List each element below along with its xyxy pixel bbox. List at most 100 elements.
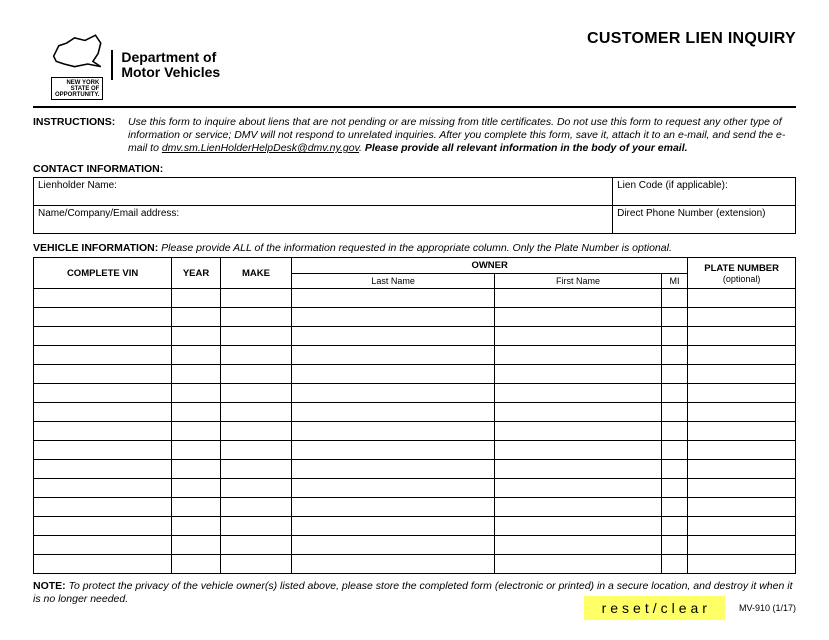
table-cell[interactable] bbox=[688, 536, 796, 555]
table-cell[interactable] bbox=[688, 460, 796, 479]
phone-cell[interactable]: Direct Phone Number (extension) bbox=[613, 206, 796, 234]
table-cell[interactable] bbox=[220, 308, 291, 327]
table-cell[interactable] bbox=[292, 365, 495, 384]
table-cell[interactable] bbox=[220, 289, 291, 308]
table-cell[interactable] bbox=[34, 555, 172, 574]
table-cell[interactable] bbox=[688, 517, 796, 536]
table-cell[interactable] bbox=[495, 289, 662, 308]
table-cell[interactable] bbox=[495, 536, 662, 555]
lienholder-name-cell[interactable]: Lienholder Name: bbox=[34, 178, 613, 206]
table-cell[interactable] bbox=[292, 308, 495, 327]
table-cell[interactable] bbox=[292, 536, 495, 555]
table-cell[interactable] bbox=[220, 346, 291, 365]
table-cell[interactable] bbox=[34, 308, 172, 327]
table-cell[interactable] bbox=[688, 384, 796, 403]
table-cell[interactable] bbox=[220, 555, 291, 574]
table-cell[interactable] bbox=[220, 422, 291, 441]
table-cell[interactable] bbox=[34, 384, 172, 403]
table-cell[interactable] bbox=[495, 498, 662, 517]
table-cell[interactable] bbox=[688, 289, 796, 308]
table-cell[interactable] bbox=[661, 422, 687, 441]
table-cell[interactable] bbox=[688, 308, 796, 327]
table-cell[interactable] bbox=[172, 384, 221, 403]
table-cell[interactable] bbox=[688, 441, 796, 460]
table-cell[interactable] bbox=[661, 346, 687, 365]
table-cell[interactable] bbox=[292, 498, 495, 517]
table-cell[interactable] bbox=[495, 384, 662, 403]
table-cell[interactable] bbox=[661, 365, 687, 384]
table-cell[interactable] bbox=[292, 346, 495, 365]
table-cell[interactable] bbox=[292, 517, 495, 536]
table-cell[interactable] bbox=[34, 289, 172, 308]
table-cell[interactable] bbox=[34, 365, 172, 384]
table-cell[interactable] bbox=[495, 403, 662, 422]
table-cell[interactable] bbox=[34, 327, 172, 346]
table-cell[interactable] bbox=[172, 365, 221, 384]
table-cell[interactable] bbox=[172, 327, 221, 346]
table-cell[interactable] bbox=[172, 289, 221, 308]
table-cell[interactable] bbox=[172, 422, 221, 441]
table-cell[interactable] bbox=[495, 308, 662, 327]
table-cell[interactable] bbox=[661, 555, 687, 574]
table-cell[interactable] bbox=[688, 498, 796, 517]
table-cell[interactable] bbox=[172, 555, 221, 574]
table-cell[interactable] bbox=[661, 479, 687, 498]
lien-code-cell[interactable]: Lien Code (if applicable): bbox=[613, 178, 796, 206]
table-cell[interactable] bbox=[220, 479, 291, 498]
table-cell[interactable] bbox=[688, 555, 796, 574]
table-cell[interactable] bbox=[34, 403, 172, 422]
table-cell[interactable] bbox=[292, 555, 495, 574]
table-cell[interactable] bbox=[34, 460, 172, 479]
table-cell[interactable] bbox=[292, 327, 495, 346]
table-cell[interactable] bbox=[34, 517, 172, 536]
table-cell[interactable] bbox=[688, 403, 796, 422]
table-cell[interactable] bbox=[688, 346, 796, 365]
table-cell[interactable] bbox=[34, 479, 172, 498]
table-cell[interactable] bbox=[292, 384, 495, 403]
table-cell[interactable] bbox=[292, 422, 495, 441]
table-cell[interactable] bbox=[495, 365, 662, 384]
table-cell[interactable] bbox=[292, 460, 495, 479]
table-cell[interactable] bbox=[172, 441, 221, 460]
table-cell[interactable] bbox=[495, 422, 662, 441]
table-cell[interactable] bbox=[172, 308, 221, 327]
table-cell[interactable] bbox=[661, 308, 687, 327]
table-cell[interactable] bbox=[495, 517, 662, 536]
table-cell[interactable] bbox=[661, 498, 687, 517]
table-cell[interactable] bbox=[688, 327, 796, 346]
table-cell[interactable] bbox=[292, 441, 495, 460]
table-cell[interactable] bbox=[688, 365, 796, 384]
table-cell[interactable] bbox=[292, 403, 495, 422]
table-cell[interactable] bbox=[34, 536, 172, 555]
table-cell[interactable] bbox=[34, 441, 172, 460]
table-cell[interactable] bbox=[661, 536, 687, 555]
table-cell[interactable] bbox=[172, 536, 221, 555]
table-cell[interactable] bbox=[220, 460, 291, 479]
table-cell[interactable] bbox=[172, 479, 221, 498]
table-cell[interactable] bbox=[172, 346, 221, 365]
table-cell[interactable] bbox=[220, 403, 291, 422]
table-cell[interactable] bbox=[495, 346, 662, 365]
table-cell[interactable] bbox=[495, 479, 662, 498]
table-cell[interactable] bbox=[34, 346, 172, 365]
table-cell[interactable] bbox=[661, 327, 687, 346]
table-cell[interactable] bbox=[495, 441, 662, 460]
table-cell[interactable] bbox=[661, 460, 687, 479]
table-cell[interactable] bbox=[220, 498, 291, 517]
table-cell[interactable] bbox=[220, 517, 291, 536]
table-cell[interactable] bbox=[172, 517, 221, 536]
table-cell[interactable] bbox=[172, 403, 221, 422]
table-cell[interactable] bbox=[495, 327, 662, 346]
table-cell[interactable] bbox=[688, 422, 796, 441]
table-cell[interactable] bbox=[220, 441, 291, 460]
table-cell[interactable] bbox=[220, 384, 291, 403]
table-cell[interactable] bbox=[220, 536, 291, 555]
table-cell[interactable] bbox=[34, 422, 172, 441]
table-cell[interactable] bbox=[661, 384, 687, 403]
table-cell[interactable] bbox=[34, 498, 172, 517]
table-cell[interactable] bbox=[688, 479, 796, 498]
table-cell[interactable] bbox=[292, 289, 495, 308]
table-cell[interactable] bbox=[220, 327, 291, 346]
reset-clear-button[interactable]: reset/clear bbox=[584, 596, 725, 620]
name-company-cell[interactable]: Name/Company/Email address: bbox=[34, 206, 613, 234]
